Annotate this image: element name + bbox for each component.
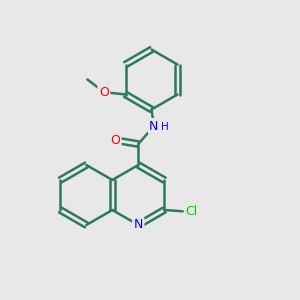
Text: N: N [149,119,159,133]
Text: O: O [99,85,109,99]
Text: Cl: Cl [185,205,197,218]
Text: N: N [134,218,143,232]
Text: H: H [161,122,169,132]
Text: O: O [110,134,120,147]
